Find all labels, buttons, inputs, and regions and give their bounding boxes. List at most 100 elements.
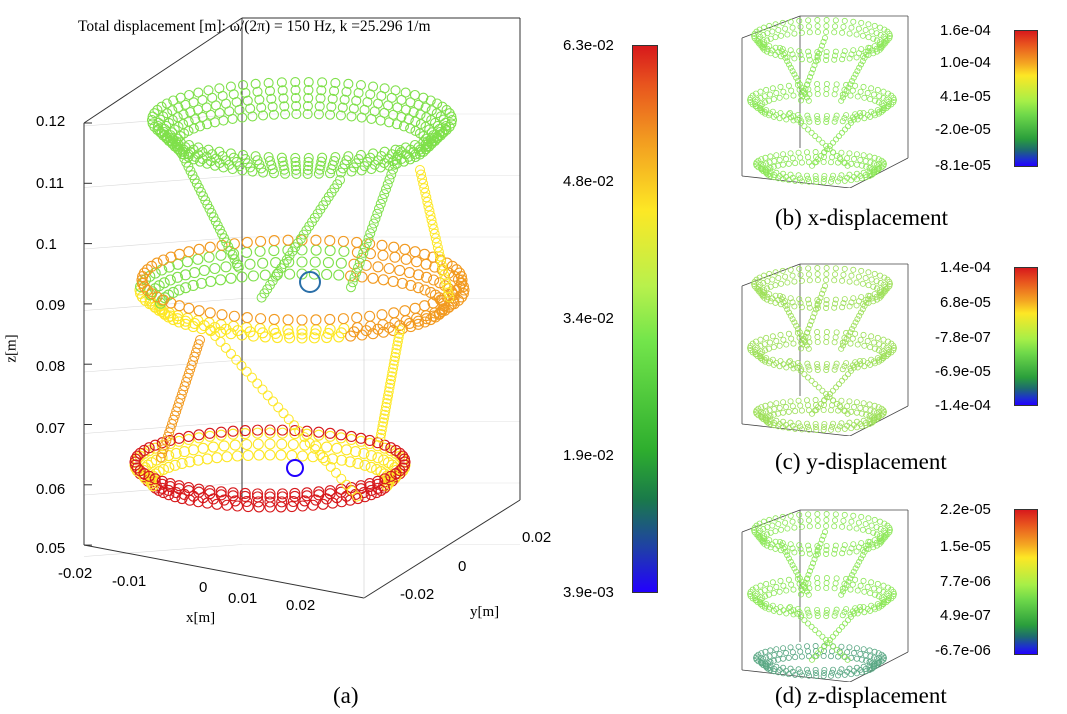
data-point — [788, 335, 795, 342]
data-point — [888, 586, 895, 593]
grid-line — [83, 175, 243, 188]
data-point — [830, 643, 837, 650]
data-point — [131, 450, 143, 462]
data-point — [840, 23, 847, 30]
data-point — [759, 41, 766, 48]
data-point — [753, 653, 760, 660]
data-point — [796, 575, 803, 582]
data-point — [790, 117, 797, 124]
data-point — [883, 590, 890, 597]
data-point — [302, 164, 313, 176]
data-point — [823, 23, 830, 30]
data-point — [432, 242, 443, 253]
data-point — [849, 78, 856, 85]
data-point — [804, 342, 811, 349]
data-point — [850, 512, 857, 519]
data-point — [881, 26, 888, 33]
data-point — [836, 423, 843, 430]
data-point — [355, 435, 367, 447]
data-point — [854, 562, 861, 569]
colorbar-tick: 3.4e-02 — [563, 310, 614, 327]
data-point — [805, 542, 812, 549]
data-point — [848, 272, 855, 279]
data-point — [812, 397, 819, 404]
data-point — [310, 440, 322, 452]
data-point — [890, 342, 897, 349]
data-point — [215, 336, 226, 347]
data-point — [769, 333, 776, 340]
data-point — [769, 579, 776, 586]
data-point — [755, 157, 762, 164]
data-point — [757, 582, 764, 589]
data-point — [796, 81, 803, 88]
data-point — [801, 583, 808, 590]
data-point — [832, 115, 839, 122]
data-point — [846, 524, 853, 531]
data-point — [380, 405, 391, 416]
data-point — [873, 30, 880, 37]
data-point — [383, 262, 395, 275]
data-point — [787, 18, 794, 25]
data-point — [408, 106, 419, 118]
data-point — [227, 487, 239, 499]
data-point — [291, 108, 302, 120]
data-point — [299, 439, 311, 451]
data-point — [880, 653, 887, 660]
data-point — [861, 363, 868, 370]
data-point — [831, 612, 838, 619]
data-point — [204, 485, 216, 497]
data-point — [762, 160, 769, 167]
data-point — [789, 316, 796, 323]
data-point — [382, 179, 393, 190]
data-point — [804, 606, 811, 613]
data-point — [806, 118, 813, 125]
data-point — [351, 95, 362, 106]
data-point — [763, 334, 770, 341]
data-point — [441, 278, 452, 289]
data-point — [755, 405, 762, 412]
data-point — [315, 449, 326, 460]
data-point — [864, 90, 871, 97]
data-point — [865, 51, 872, 58]
data-point — [857, 404, 864, 411]
data-point — [156, 437, 168, 449]
data-point — [829, 669, 836, 676]
data-point — [178, 446, 190, 458]
data-point — [299, 432, 310, 443]
data-point — [789, 649, 796, 656]
data-point — [176, 457, 188, 470]
data-point — [767, 659, 774, 666]
data-point — [841, 91, 848, 98]
data-point — [195, 156, 206, 167]
data-point — [413, 99, 424, 110]
data-point — [770, 411, 777, 418]
data-point — [840, 517, 847, 524]
data-point — [239, 490, 251, 503]
data-point — [820, 407, 827, 414]
data-point — [823, 366, 830, 373]
data-point — [816, 298, 823, 305]
data-point — [767, 647, 774, 654]
data-point — [880, 351, 887, 358]
data-point — [820, 178, 827, 185]
data-point — [271, 331, 283, 344]
z-tick-label: 0.1 — [36, 236, 57, 253]
data-point — [864, 338, 871, 345]
data-point — [805, 571, 812, 578]
data-point — [867, 113, 874, 120]
data-point — [795, 420, 802, 427]
caption-a: (a) — [333, 683, 359, 708]
data-point — [791, 278, 798, 285]
data-point — [286, 501, 298, 513]
data-point — [758, 404, 765, 411]
data-point — [820, 38, 827, 45]
data-point — [822, 34, 829, 41]
data-point — [754, 344, 761, 351]
data-point — [827, 159, 834, 166]
data-point — [412, 269, 424, 281]
data-point — [840, 94, 847, 101]
data-point — [302, 100, 313, 112]
data-point — [883, 353, 890, 360]
data-point — [749, 92, 756, 99]
data-point — [204, 307, 216, 319]
